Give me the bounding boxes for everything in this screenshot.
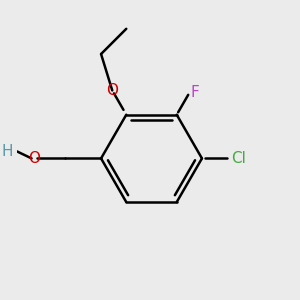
Text: O: O (28, 151, 40, 166)
Text: Cl: Cl (231, 151, 246, 166)
Text: O: O (106, 83, 118, 98)
Text: F: F (191, 85, 200, 100)
Text: H: H (1, 144, 13, 159)
